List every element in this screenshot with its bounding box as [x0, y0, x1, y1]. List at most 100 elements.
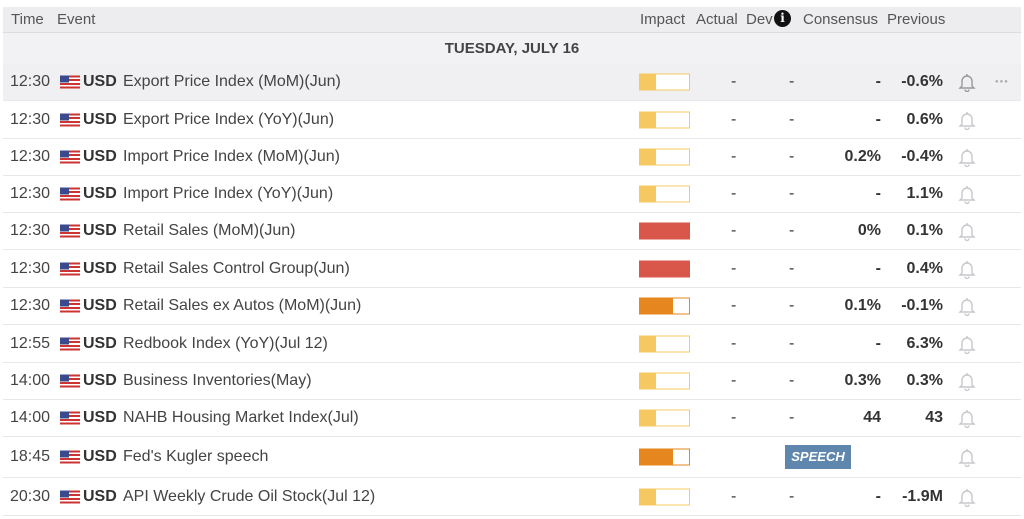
dev-value: - [789, 372, 795, 389]
event-time: 14:00 [10, 372, 51, 389]
event-time: 12:55 [10, 334, 51, 352]
event-name[interactable]: Import Price Index (YoY)(Jun) [123, 185, 334, 202]
event-name[interactable]: Redbook Index (YoY)(Jul 12) [123, 334, 328, 352]
dev-value: - [789, 185, 795, 202]
actual-value: - [731, 487, 737, 505]
event-time: 12:30 [10, 148, 51, 165]
info-icon[interactable]: i [774, 10, 791, 27]
previous-value: 43 [925, 409, 943, 426]
event-time: 14:00 [10, 409, 51, 426]
event-time: 12:30 [10, 259, 51, 277]
event-currency: USD [83, 372, 117, 389]
bell-icon[interactable] [958, 487, 976, 507]
col-time: Time [11, 11, 44, 28]
us-flag-icon [60, 299, 80, 313]
event-currency: USD [83, 222, 117, 239]
col-impact: Impact [640, 11, 686, 28]
impact-low-bar [639, 185, 690, 203]
event-currency: USD [83, 185, 117, 202]
event-row[interactable]: 12:30 USD Export Price Index (MoM)(Jun) … [3, 64, 1021, 101]
event-row[interactable]: 14:00 USD Business Inventories(May) - - … [3, 363, 1021, 400]
impact-low-bar [639, 148, 690, 166]
actual-value: - [731, 372, 737, 389]
event-row[interactable]: 12:30 USD Import Price Index (MoM)(Jun) … [3, 139, 1021, 176]
event-currency: USD [83, 73, 117, 90]
dev-value: - [789, 148, 795, 165]
consensus-value: 0.1% [844, 297, 881, 314]
bell-icon[interactable] [958, 371, 976, 392]
event-name[interactable]: Retail Sales ex Autos (MoM)(Jun) [123, 297, 362, 314]
col-event: Event [57, 11, 96, 28]
event-name[interactable]: Retail Sales Control Group(Jun) [123, 259, 350, 277]
event-row[interactable]: 18:45 USD Fed's Kugler speech SPEECH [3, 437, 1021, 478]
event-currency: USD [83, 297, 117, 314]
dev-value: - [789, 334, 795, 352]
more-options-icon[interactable]: ●●● [995, 79, 1009, 85]
consensus-value: 0.3% [844, 372, 881, 389]
event-name[interactable]: Retail Sales (MoM)(Jun) [123, 222, 296, 239]
event-name[interactable]: Export Price Index (YoY)(Jun) [123, 110, 335, 128]
previous-value: -0.1% [901, 297, 943, 314]
us-flag-icon [60, 262, 80, 275]
impact-low-bar [639, 335, 690, 352]
actual-value: - [731, 148, 737, 165]
us-flag-icon [60, 187, 80, 201]
event-time: 20:30 [10, 487, 51, 505]
bell-icon[interactable] [958, 147, 976, 168]
dev-value: - [789, 73, 795, 90]
dev-value: - [789, 110, 795, 128]
bell-icon[interactable] [958, 334, 976, 354]
event-name[interactable]: API Weekly Crude Oil Stock(Jul 12) [123, 487, 376, 505]
event-currency: USD [83, 110, 117, 128]
event-row[interactable]: 12:30 USD Retail Sales ex Autos (MoM)(Ju… [3, 288, 1021, 325]
previous-value: 0.1% [906, 222, 943, 239]
event-time: 12:30 [10, 73, 51, 90]
us-flag-icon [60, 374, 80, 388]
event-row[interactable]: 20:30 USD API Weekly Crude Oil Stock(Jul… [3, 478, 1021, 516]
event-time: 12:30 [10, 297, 51, 314]
actual-value: - [731, 259, 737, 277]
impact-low-bar [639, 488, 690, 505]
event-name[interactable]: Import Price Index (MoM)(Jun) [123, 148, 340, 165]
bell-icon[interactable] [958, 259, 976, 279]
impact-medium-bar [639, 448, 690, 466]
consensus-value: - [875, 487, 881, 505]
previous-value: -1.9M [902, 487, 943, 505]
event-name[interactable]: Export Price Index (MoM)(Jun) [123, 73, 341, 90]
bell-icon[interactable] [958, 296, 976, 317]
event-time: 12:30 [10, 222, 51, 239]
event-row[interactable]: 14:00 USD NAHB Housing Market Index(Jul)… [3, 400, 1021, 437]
event-row[interactable]: 12:55 USD Redbook Index (YoY)(Jul 12) - … [3, 325, 1021, 363]
event-name[interactable]: NAHB Housing Market Index(Jul) [123, 409, 359, 426]
consensus-value: - [875, 334, 881, 352]
previous-value: -0.4% [901, 148, 943, 165]
actual-value: - [731, 222, 737, 239]
previous-value: 0.4% [906, 259, 943, 277]
bell-icon[interactable] [958, 221, 976, 242]
event-time: 12:30 [10, 110, 51, 128]
actual-value: - [731, 185, 737, 202]
event-time: 12:30 [10, 185, 51, 202]
event-name[interactable]: Fed's Kugler speech [123, 448, 269, 465]
event-row[interactable]: 12:30 USD Retail Sales (MoM)(Jun) - - 0%… [3, 213, 1021, 250]
impact-low-bar [639, 409, 690, 427]
event-currency: USD [83, 259, 117, 277]
consensus-value: 0.2% [844, 148, 881, 165]
bell-icon[interactable] [958, 72, 976, 93]
event-row[interactable]: 12:30 USD Import Price Index (YoY)(Jun) … [3, 176, 1021, 213]
dev-value: - [789, 487, 795, 505]
consensus-value: 44 [863, 409, 881, 426]
previous-value: -0.6% [901, 73, 943, 90]
bell-icon[interactable] [958, 408, 976, 429]
bell-icon[interactable] [958, 184, 976, 205]
bell-icon[interactable] [958, 447, 976, 468]
event-name[interactable]: Business Inventories(May) [123, 372, 312, 389]
event-row[interactable]: 12:30 USD Export Price Index (YoY)(Jun) … [3, 101, 1021, 139]
impact-low-bar [639, 372, 690, 390]
us-flag-icon [60, 490, 80, 503]
us-flag-icon [60, 337, 80, 350]
bell-icon[interactable] [958, 110, 976, 130]
event-row[interactable]: 12:30 USD Retail Sales Control Group(Jun… [3, 250, 1021, 288]
event-currency: USD [83, 487, 117, 505]
col-actual: Actual [696, 11, 738, 28]
